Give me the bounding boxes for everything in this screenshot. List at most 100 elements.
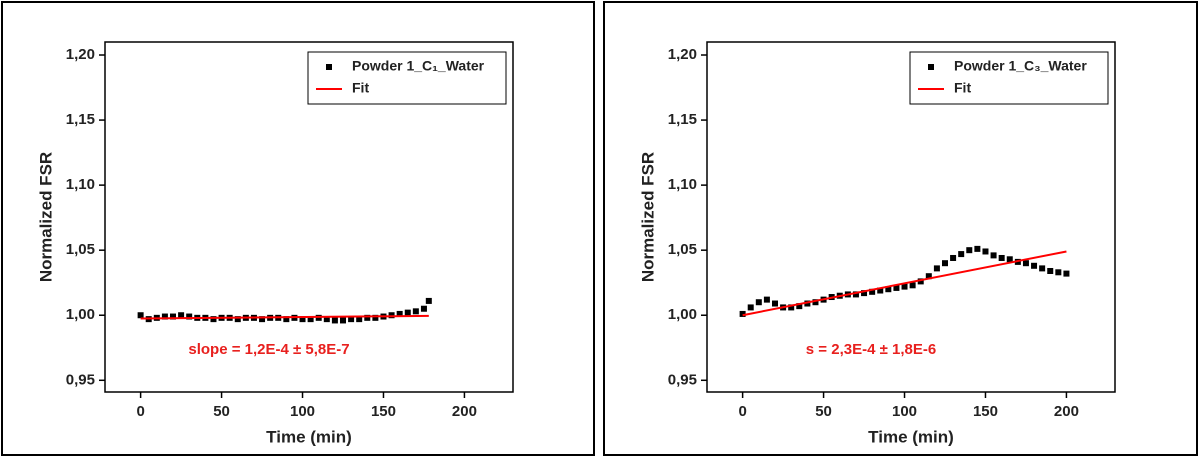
y-axis-label: Normalized FSR — [638, 152, 657, 282]
data-point — [396, 310, 403, 317]
legend-marker — [928, 64, 934, 70]
data-point — [788, 304, 795, 311]
data-point — [356, 316, 363, 323]
data-point — [950, 254, 957, 261]
data-point — [796, 303, 803, 310]
legend-label: Powder 1_C₃_Water — [954, 58, 1087, 74]
fit-line — [140, 314, 429, 320]
legend-box — [909, 51, 1109, 105]
data-point — [885, 286, 892, 293]
data-point — [137, 312, 144, 319]
x-tick-label: 150 — [973, 403, 998, 420]
data-point — [966, 247, 973, 254]
data-point — [990, 252, 997, 259]
data-point — [340, 317, 346, 324]
legend-box — [307, 51, 507, 105]
x-tick-label: 200 — [1054, 403, 1079, 420]
data-point — [170, 313, 176, 320]
annotation: slope = 1,2E-4 ± 5,8E-7 — [188, 341, 349, 358]
data-point — [323, 316, 330, 323]
data-point — [1022, 260, 1029, 267]
panel-frame — [603, 1, 1198, 456]
y-tick-label: 0,95 — [66, 371, 95, 388]
y-axis-label: Normalized FSR — [36, 152, 55, 282]
y-tick-label: 1,00 — [668, 306, 697, 323]
data-point — [331, 317, 338, 324]
data-point — [804, 300, 811, 307]
x-axis-label: Time (min) — [868, 427, 954, 446]
data-point — [1006, 256, 1013, 263]
panel-frame — [1, 1, 595, 456]
legend-label: Powder 1_C₁_Water — [352, 58, 485, 74]
data-point — [364, 314, 371, 321]
x-tick-label: 150 — [371, 403, 396, 420]
data-point — [234, 316, 241, 323]
data-point — [763, 296, 770, 303]
x-tick-label: 0 — [136, 403, 144, 420]
data-point — [161, 313, 168, 320]
data-point — [869, 288, 876, 295]
data-point — [958, 251, 965, 258]
y-tick-label: 1,10 — [66, 176, 95, 193]
legend-marker — [326, 64, 332, 70]
data-point — [307, 316, 314, 323]
data-point — [861, 290, 868, 297]
data-point — [412, 308, 419, 315]
data-point — [1063, 270, 1070, 277]
data-point — [812, 299, 819, 306]
data-point — [933, 265, 940, 272]
data-point — [917, 278, 924, 285]
x-tick-label: 50 — [213, 403, 230, 420]
data-point — [925, 273, 932, 280]
data-point — [942, 260, 948, 267]
data-point — [901, 283, 908, 290]
x-tick-label: 100 — [290, 403, 315, 420]
data-point — [1039, 265, 1046, 272]
x-tick-label: 50 — [815, 403, 832, 420]
x-tick-label: 0 — [738, 403, 746, 420]
data-point — [982, 248, 989, 255]
y-tick-label: 1,20 — [668, 46, 697, 63]
y-tick-label: 1,15 — [66, 111, 95, 128]
data-point — [259, 316, 266, 323]
legend-label: Fit — [954, 80, 971, 96]
x-axis-label: Time (min) — [266, 427, 352, 446]
data-point — [893, 284, 900, 291]
data-point — [178, 312, 185, 319]
x-tick-label: 200 — [452, 403, 477, 420]
data-point — [755, 299, 762, 306]
y-tick-label: 1,05 — [66, 241, 95, 258]
y-tick-label: 0,95 — [668, 371, 697, 388]
data-point — [998, 254, 1005, 261]
fit-line — [742, 250, 1067, 317]
data-point — [852, 291, 859, 298]
y-tick-label: 1,15 — [668, 111, 697, 128]
y-tick-label: 1,05 — [668, 241, 697, 258]
y-tick-label: 1,10 — [668, 176, 697, 193]
plot-frame — [104, 41, 514, 393]
data-point — [1055, 269, 1062, 276]
data-point — [283, 316, 290, 323]
data-point — [420, 305, 427, 312]
y-tick-label: 1,20 — [66, 46, 95, 63]
data-point — [1047, 267, 1054, 274]
annotation: s = 2,3E-4 ± 1,8E-6 — [806, 341, 936, 358]
data-point — [747, 304, 754, 311]
legend-label: Fit — [352, 80, 369, 96]
data-point — [739, 310, 746, 317]
data-point — [186, 313, 193, 320]
data-point — [772, 300, 778, 307]
data-point — [425, 297, 432, 304]
data-point — [877, 287, 884, 294]
data-point — [210, 316, 217, 323]
data-point — [404, 309, 411, 316]
data-point — [1031, 262, 1038, 269]
plot-frame — [706, 41, 1116, 393]
data-point — [372, 314, 379, 321]
x-tick-label: 100 — [892, 403, 917, 420]
data-point — [974, 245, 981, 252]
y-tick-label: 1,00 — [66, 306, 95, 323]
data-point — [909, 282, 916, 289]
data-point — [348, 316, 355, 323]
